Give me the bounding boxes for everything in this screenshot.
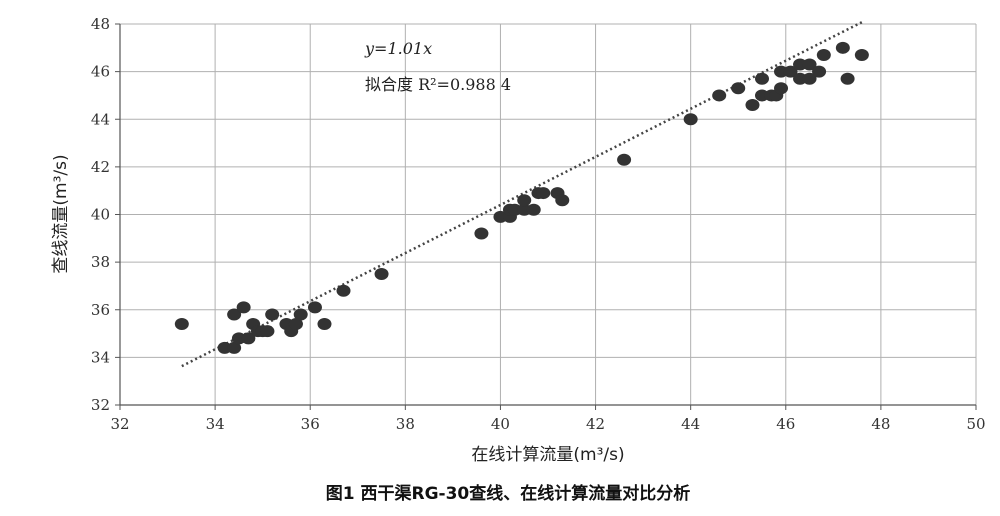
- data-point: [816, 48, 831, 61]
- data-point: [293, 308, 308, 321]
- y-axis-title: 查线流量(m³/s): [51, 154, 71, 273]
- x-axis-title: 在线计算流量(m³/s): [471, 445, 624, 465]
- x-tick-label: 48: [871, 415, 890, 433]
- y-tick-label: 44: [91, 110, 110, 128]
- data-point: [265, 308, 280, 321]
- x-tick-label: 34: [206, 415, 225, 433]
- tick-labels: 32 34 36 38 40 42 44 46 48 50 32 34 36 38 40 42 44 46 48: [91, 15, 986, 433]
- x-tick-label: 40: [491, 415, 510, 433]
- data-point: [617, 153, 632, 166]
- data-point: [236, 301, 251, 314]
- x-tick-label: 36: [301, 415, 320, 433]
- x-tick-label: 38: [396, 415, 415, 433]
- x-tick-label: 32: [110, 415, 129, 433]
- data-point: [812, 65, 827, 78]
- data-point: [783, 65, 798, 78]
- y-tick-label: 34: [91, 348, 110, 366]
- y-tick-label: 38: [91, 253, 110, 271]
- y-tick-label: 46: [91, 63, 110, 81]
- data-point: [835, 41, 850, 54]
- data-point: [227, 308, 242, 321]
- data-point: [774, 82, 789, 95]
- data-point: [526, 203, 541, 216]
- data-point: [536, 187, 551, 200]
- data-point: [854, 48, 869, 61]
- axes: [115, 23, 977, 410]
- data-points: [174, 41, 869, 354]
- data-point: [336, 284, 351, 297]
- figure-caption: 图1 西干渠RG-30查线、在线计算流量对比分析: [326, 483, 691, 504]
- data-point: [802, 72, 817, 85]
- data-point: [474, 227, 489, 240]
- grid: [120, 23, 977, 405]
- y-tick-label: 40: [91, 206, 110, 224]
- data-point: [517, 194, 532, 207]
- y-tick-label: 48: [91, 15, 110, 33]
- x-tick-label: 44: [681, 415, 700, 433]
- data-point: [227, 341, 242, 354]
- data-point: [745, 98, 760, 111]
- x-tick-label: 42: [586, 415, 605, 433]
- data-point: [683, 113, 698, 126]
- data-point: [288, 318, 303, 331]
- y-tick-label: 42: [91, 158, 110, 176]
- data-point: [260, 325, 275, 338]
- data-point: [555, 194, 570, 207]
- equation-label: y=1.01x: [364, 39, 432, 58]
- y-tick-label: 32: [91, 396, 110, 414]
- trendline: [181, 21, 863, 368]
- data-point: [712, 89, 727, 102]
- y-tick-label: 36: [91, 301, 110, 319]
- data-point: [840, 72, 855, 85]
- data-point: [241, 332, 256, 345]
- fit-label: 拟合度 R²=0.988 4: [365, 75, 511, 94]
- data-point: [731, 82, 746, 95]
- x-tick-label: 46: [776, 415, 795, 433]
- data-point: [307, 301, 322, 314]
- data-point: [802, 58, 817, 71]
- data-point: [174, 318, 189, 331]
- data-point: [755, 72, 769, 85]
- data-point: [317, 318, 332, 331]
- x-tick-label: 50: [966, 415, 985, 433]
- data-point: [374, 268, 389, 281]
- trendline-group: [181, 21, 863, 368]
